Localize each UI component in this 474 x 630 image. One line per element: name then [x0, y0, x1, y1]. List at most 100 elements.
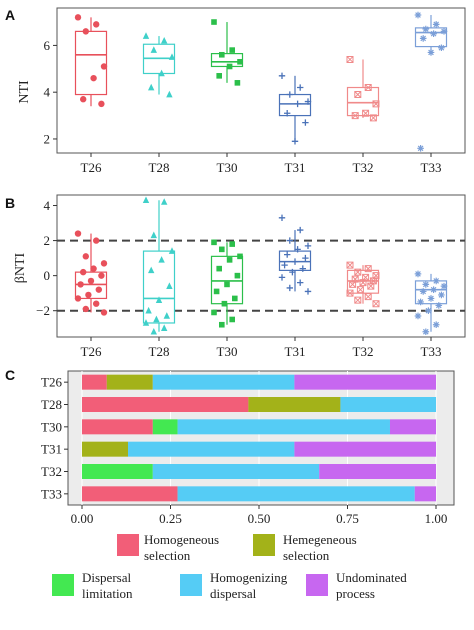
panel-b-t26-point-13 — [82, 305, 90, 313]
panel-b-t26-point-6 — [98, 272, 105, 279]
panel-b-t26-point-5 — [80, 268, 87, 276]
panel-b-t30-point-13 — [219, 321, 225, 328]
panel-b-t33-point-10 — [425, 307, 432, 315]
panel-a-x-tick-label-t31: T31 — [285, 160, 306, 175]
panel-b-boxplot: B βNTI −2 0 2 4 T26 T28 T30 T31 T32 T33 — [5, 194, 466, 359]
panel-b-y-axis-title: βNTI — [13, 252, 28, 283]
panel-a-t28-point-1 — [161, 36, 168, 44]
panel-b-t30-point-0 — [211, 239, 217, 246]
panel-b-y-tick-label-3: 4 — [44, 198, 51, 213]
panel-c-bar-t26-hemegeneous-selection — [106, 374, 153, 390]
panel-b-y-tick-label-1: 0 — [44, 268, 51, 283]
panel-b-t26-point-8 — [77, 281, 84, 288]
panel-c-bar-t26-homogeneous-selection — [82, 374, 107, 390]
panel-b-t28-point-10 — [153, 315, 160, 323]
panel-b-x-tick-label-t28: T28 — [149, 344, 170, 359]
panel-a-t26-point-4 — [90, 74, 97, 82]
legend: Homogeneous selection Hemegeneous selection… — [52, 532, 407, 601]
panel-letter-b: B — [5, 195, 15, 211]
panel-b-t33-point-5 — [419, 288, 427, 295]
panel-b-t33-point-4 — [430, 286, 437, 293]
panel-a-t32-point-2 — [354, 91, 362, 99]
panel-b-t33-point-2 — [422, 281, 430, 288]
panel-a-t30-point-2 — [219, 51, 225, 58]
panel-a-t32-point-4 — [362, 109, 370, 117]
panel-a-t28-point-6 — [166, 90, 173, 98]
panel-c-y-tick-label-t30: T30 — [41, 419, 62, 434]
panel-b-t28-point-12 — [161, 324, 168, 332]
panel-b-t28-point-9 — [163, 312, 170, 319]
panel-a-t30-point-4 — [226, 63, 233, 70]
panel-a-x-tick-label-t28: T28 — [149, 160, 170, 175]
panel-a-t26-point-2 — [82, 28, 90, 35]
legend-label-undominated-process: Undominated process — [336, 570, 407, 601]
panel-a-t33-box — [414, 27, 448, 48]
legend-label-homogeneous-selection: Homogeneous selection — [144, 532, 219, 563]
legend-label-line-dispersal-limitation-1: limitation — [82, 586, 133, 601]
panel-a-t33-point-8 — [417, 145, 424, 152]
panel-a-t31-point-4 — [294, 100, 301, 108]
panel-b-t31-point-11 — [278, 274, 286, 281]
panel-b-x-tick-label-t26: T26 — [81, 344, 102, 359]
legend-label-hemegeneous-selection: Hemegeneous selection — [283, 532, 357, 563]
panel-b-t32-point-13 — [354, 296, 362, 304]
panel-b-t30-box — [210, 255, 244, 305]
panel-a-t28-point-2 — [150, 46, 157, 53]
panel-b-t30-point-11 — [211, 309, 217, 316]
panel-b-t33-point-1 — [432, 277, 440, 285]
panel-b-t26-point-11 — [74, 295, 82, 302]
panel-b-t28-point-0 — [142, 196, 150, 204]
panel-a-x-tick-label-t26: T26 — [81, 160, 102, 175]
panel-c-y-tick-label-t32: T32 — [41, 464, 62, 479]
panel-b-t32-point-12 — [364, 293, 372, 301]
panel-b-t33-point-9 — [435, 302, 443, 309]
legend-swatch-undominated-process — [306, 574, 328, 596]
panel-b-t33-point-6 — [438, 291, 445, 299]
panel-a-t31-point-7 — [291, 138, 299, 145]
panel-b-t28-point-13 — [150, 327, 157, 335]
panel-b-t31-point-13 — [286, 284, 293, 292]
panel-c-y-tick-label-t31: T31 — [41, 442, 62, 457]
panel-b-t30-point-2 — [219, 246, 225, 253]
panel-c-x-tick-label-3: 0.75 — [336, 511, 359, 526]
panel-a-t30-point-5 — [216, 73, 222, 79]
panel-a-t32-point-6 — [369, 114, 377, 122]
panel-b-t28-point-4 — [158, 256, 165, 263]
panel-b-x-tick-label-t31: T31 — [285, 344, 306, 359]
panel-c-bar-t30-dispersal-limitation — [152, 419, 178, 435]
panel-b-t31-point-7 — [291, 258, 299, 265]
panel-a-t28-point-5 — [148, 83, 155, 91]
panel-b-t26-point-14 — [100, 309, 108, 316]
panel-b-t30-point-1 — [229, 241, 235, 247]
panel-b-x-tick-label-t33: T33 — [421, 344, 442, 359]
panel-c-x-tick-label-0: 0.00 — [71, 511, 94, 526]
panel-b-t32-point-14 — [372, 300, 380, 308]
legend-swatch-homogenizing-dispersal — [180, 574, 202, 596]
panel-a-x-tick-label-t30: T30 — [217, 160, 238, 175]
panel-c-x-tick-label-4: 1.00 — [425, 511, 448, 526]
panel-b-t28-point-8 — [145, 306, 152, 314]
panel-b-t28-point-5 — [148, 266, 155, 274]
panel-b-t28-point-7 — [155, 296, 163, 303]
panel-b-t30-point-4 — [226, 257, 233, 263]
panel-b-t30-point-7 — [224, 281, 230, 288]
panel-b-t33-point-0 — [414, 270, 422, 278]
panel-b-t33-point-8 — [417, 298, 424, 306]
panel-b-t26-point-7 — [87, 277, 95, 285]
panel-b-t26-point-1 — [93, 237, 100, 244]
panel-b-t31-point-9 — [299, 265, 306, 272]
panel-a-t31-point-5 — [284, 110, 291, 117]
panel-b-t26-point-12 — [93, 300, 100, 307]
panel-b-t31-point-4 — [294, 246, 301, 253]
panel-b-t33-point-3 — [440, 282, 448, 290]
panel-a-t26-point-6 — [98, 100, 105, 108]
panel-a-t33-point-2 — [422, 25, 430, 33]
panel-a-t31-box — [278, 93, 312, 117]
legend-label-line-homogenizing-dispersal-1: dispersal — [210, 586, 257, 601]
panel-a-y-tick-label-0: 2 — [44, 131, 51, 146]
panel-c-bar-t32-dispersal-limitation — [82, 464, 153, 479]
panel-c-frame — [67, 370, 455, 506]
panel-c-y-tick-label-t28: T28 — [41, 397, 62, 412]
